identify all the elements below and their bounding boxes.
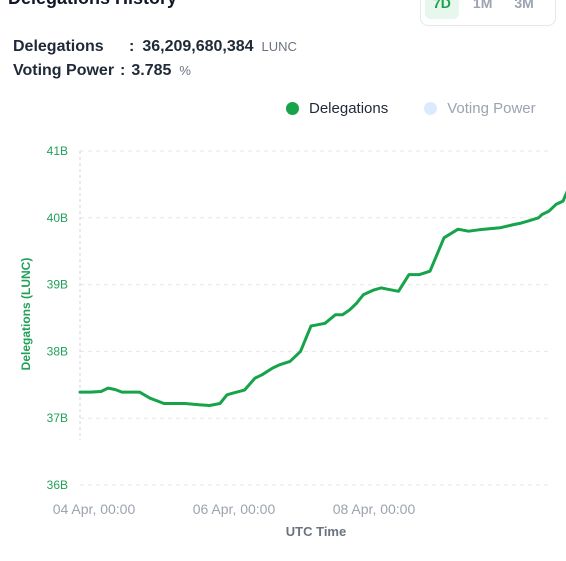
legend-dot-delegations [286, 102, 299, 115]
legend-label-delegations: Delegations [309, 100, 389, 117]
range-7d-button[interactable]: 7D [425, 0, 459, 19]
delegations-stat-value: 36,209,680,384 [142, 38, 254, 55]
y-axis-title: Delegations (LUNC) [19, 258, 33, 371]
voting-power-stat-label: Voting Power [13, 62, 115, 79]
delegations-stat-label: Delegations [13, 38, 104, 55]
y-tick-label-1: 37B [47, 411, 68, 425]
delegations-stat-separator: : [129, 38, 135, 55]
page-title: Delegations History [8, 0, 177, 9]
x-tick-label-1: 06 Apr, 00:00 [193, 501, 276, 517]
x-tick-label-2: 08 Apr, 00:00 [333, 501, 416, 517]
chart-legend: Delegations Voting Power [286, 100, 536, 117]
voting-power-stat-separator: : [120, 62, 126, 79]
y-tick-label-4: 40B [47, 211, 68, 225]
y-tick-label-3: 39B [47, 278, 68, 292]
range-3m-button[interactable]: 3M [514, 0, 534, 11]
legend-item-delegations[interactable]: Delegations [286, 100, 388, 117]
y-tick-label-5: 41B [47, 144, 68, 158]
voting-power-stat: Voting Power : 3.785 % [13, 62, 191, 80]
x-axis-title: UTC Time [286, 524, 346, 539]
legend-item-voting-power[interactable]: Voting Power [424, 100, 536, 117]
range-selector: 7D 1M 3M [420, 0, 556, 26]
y-tick-label-2: 38B [47, 344, 68, 358]
legend-dot-voting-power [424, 102, 438, 115]
delegations-stat-unit: LUNC [261, 39, 297, 54]
voting-power-stat-value: 3.785 [131, 62, 172, 79]
y-tick-label-0: 36B [47, 478, 68, 492]
series-line-delegations [78, 190, 566, 407]
range-1m-button[interactable]: 1M [472, 0, 493, 11]
delegations-stat: Delegations : 36,209,680,384 LUNC [13, 38, 297, 56]
legend-label-voting-power: Voting Power [447, 100, 536, 117]
x-tick-label-0: 04 Apr, 00:00 [53, 501, 136, 517]
voting-power-stat-unit: % [179, 63, 191, 78]
